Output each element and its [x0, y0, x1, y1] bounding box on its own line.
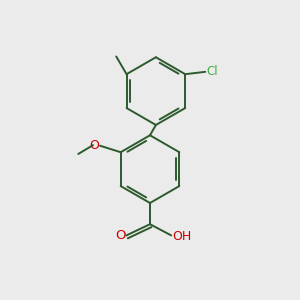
Text: OH: OH — [172, 230, 191, 243]
Text: Cl: Cl — [206, 65, 218, 78]
Text: O: O — [115, 230, 125, 242]
Text: O: O — [89, 139, 99, 152]
